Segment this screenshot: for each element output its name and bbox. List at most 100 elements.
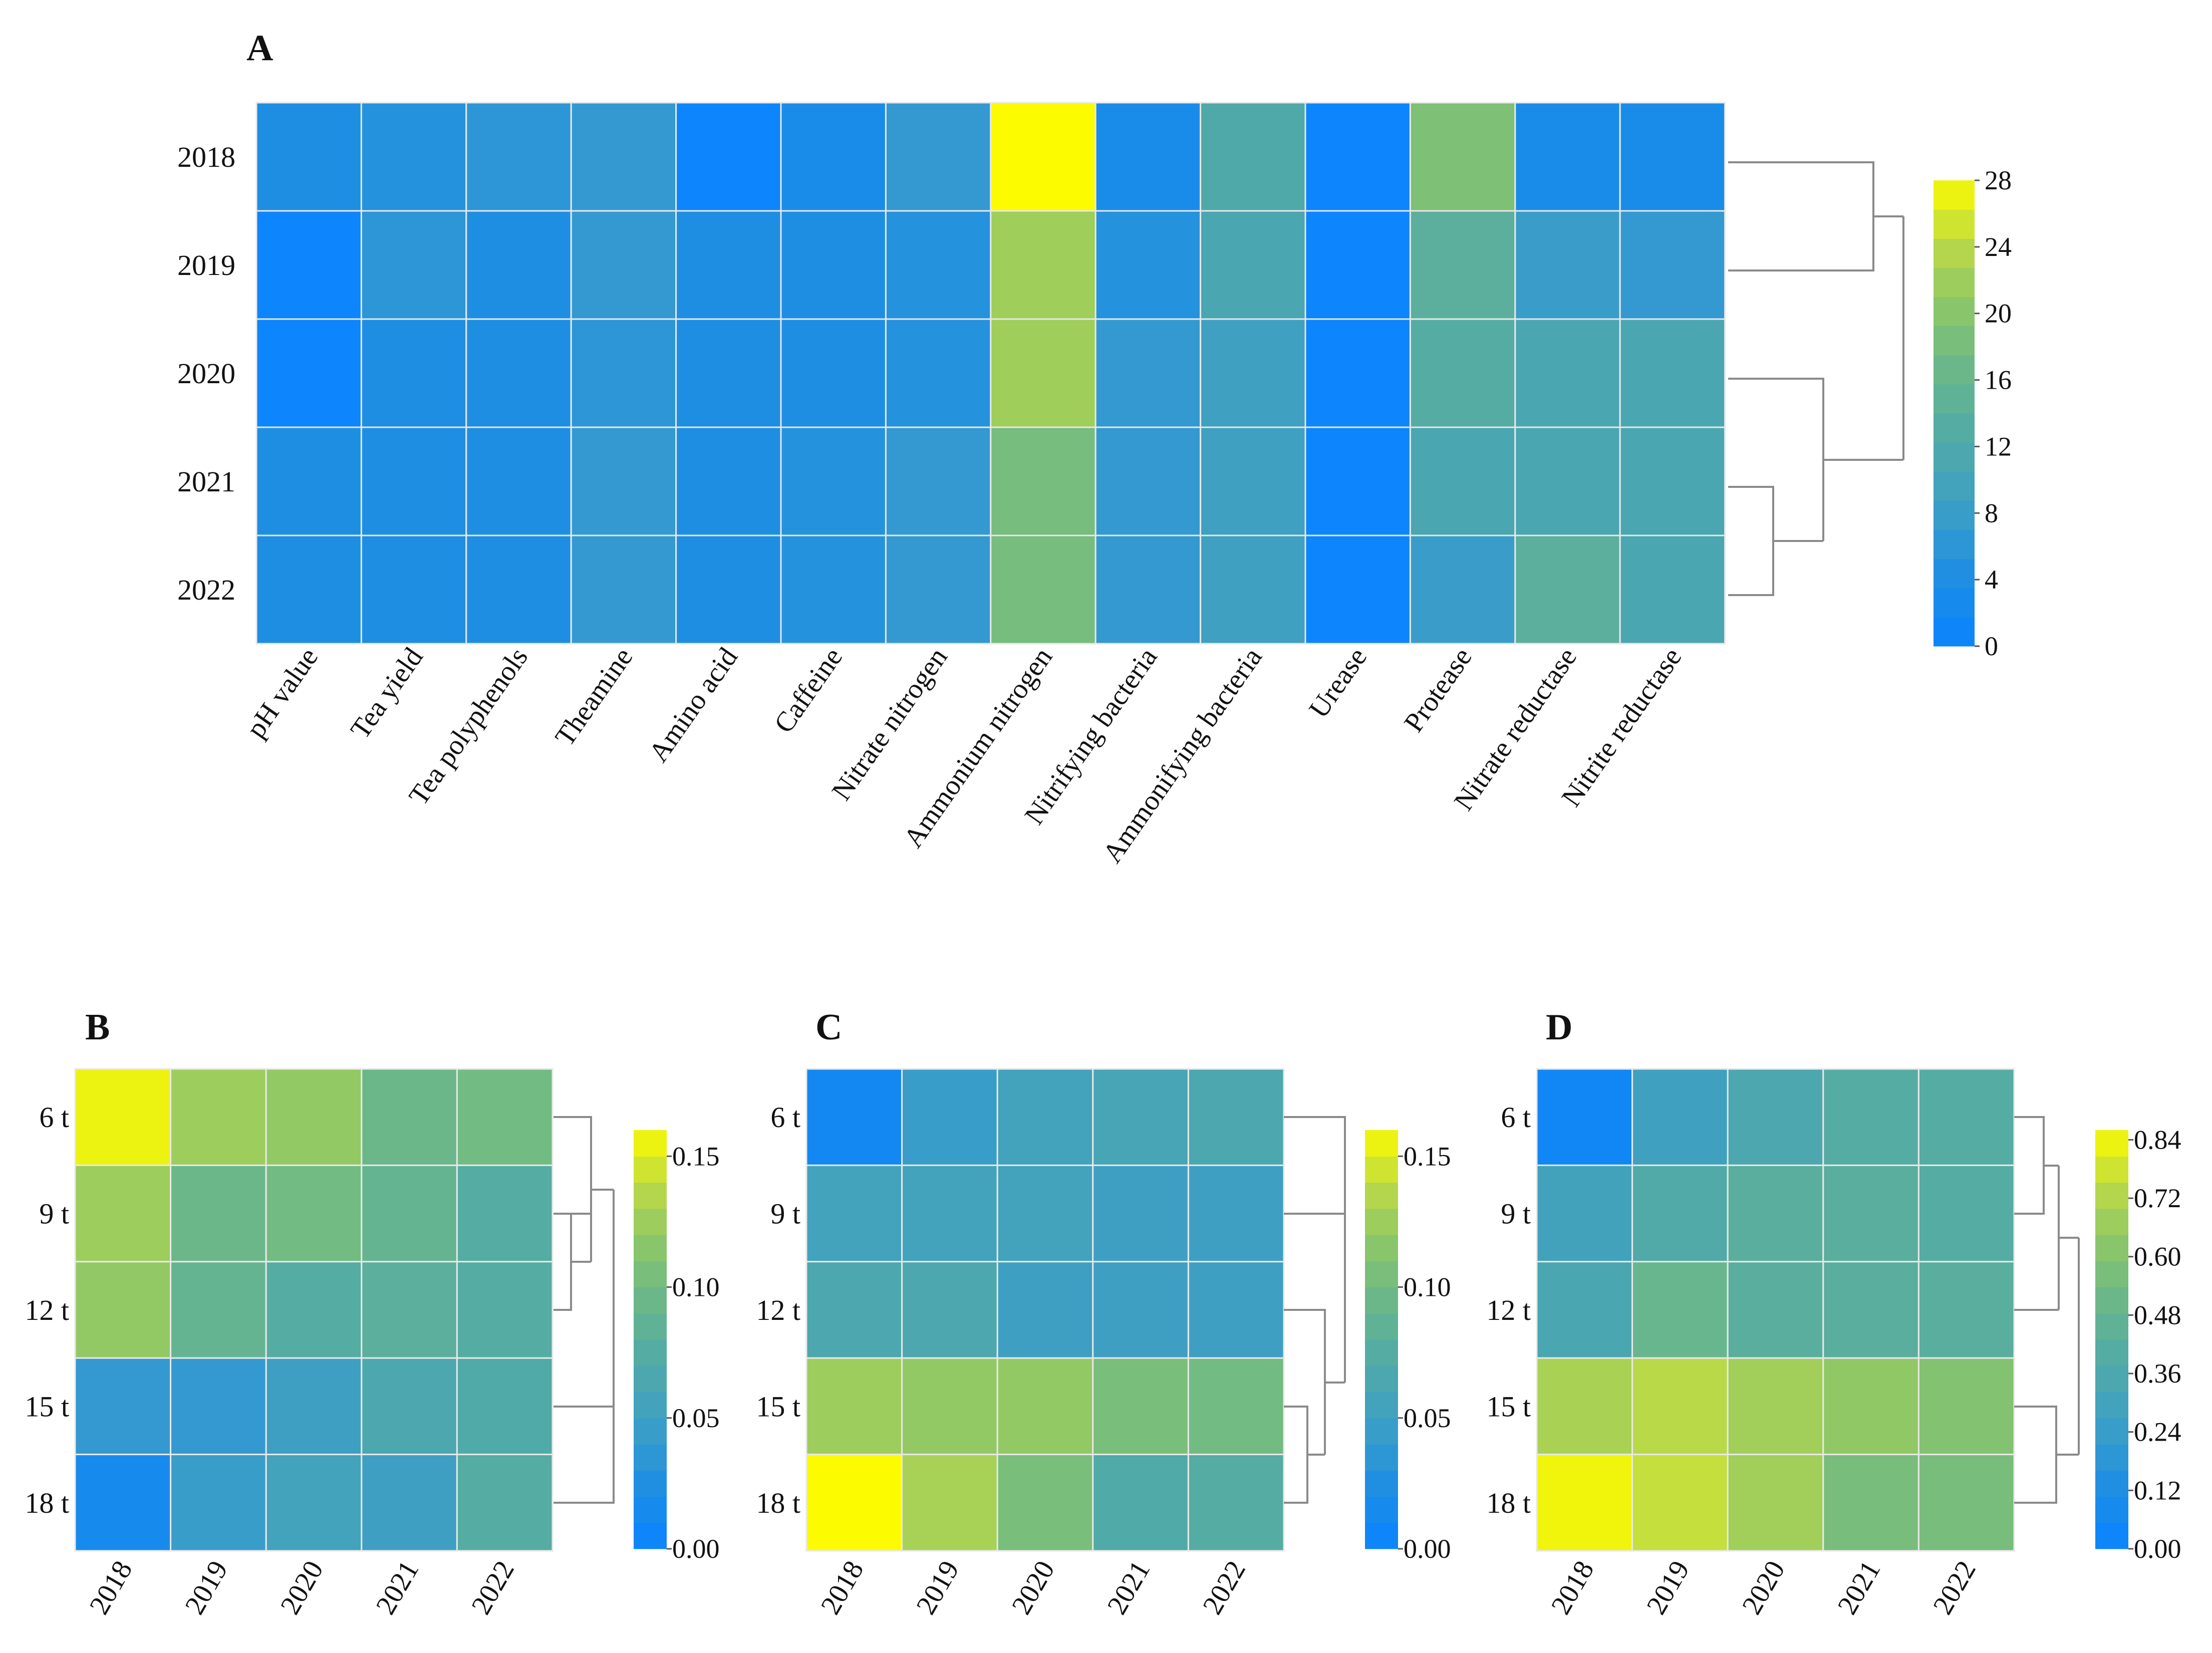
row-label: 9 t: [39, 1198, 69, 1230]
colorbar-tick-label: 0: [1985, 631, 1998, 661]
heatmap-cell: [1092, 1164, 1189, 1263]
row-label: 18 t: [756, 1487, 800, 1519]
heatmap-cell: [570, 534, 677, 645]
heatmap-cell: [361, 1454, 458, 1552]
panel-label-a: A: [246, 28, 273, 69]
colorbar-segment: [1365, 1287, 1398, 1314]
heatmap-cell: [675, 210, 782, 320]
heatmap-cell: [885, 318, 992, 428]
heatmap-cell: [1631, 1261, 1729, 1359]
column-label: 2021: [1832, 1556, 1887, 1620]
heatmap-cell: [996, 1357, 1094, 1456]
colorbar-segment: [2095, 1208, 2128, 1235]
heatmap-cell: [1200, 534, 1306, 645]
colorbar-tick-label: 16: [1985, 365, 2012, 395]
heatmap-cell: [255, 426, 362, 536]
dendrogram-d: [2014, 1116, 2080, 1504]
row-label: 18 t: [25, 1487, 69, 1519]
colorbar-tick-label: 0.48: [2134, 1300, 2181, 1330]
heatmap-cell: [1727, 1164, 1824, 1263]
row-label: 6 t: [1501, 1101, 1531, 1134]
row-label: 2021: [177, 465, 235, 498]
colorbar-segment: [1365, 1418, 1398, 1445]
heatmap-cell: [1514, 426, 1621, 536]
colorbar-segment: [634, 1261, 667, 1287]
heatmap-cell: [805, 1068, 903, 1166]
heatmap-cell: [1917, 1261, 2015, 1359]
heatmap-cell: [1187, 1261, 1285, 1359]
heatmap-cell: [675, 102, 782, 212]
heatmap-cell: [885, 102, 992, 212]
column-label: 2020: [1736, 1556, 1791, 1620]
colorbar-segment: [634, 1313, 667, 1340]
panel-label-c: C: [815, 1007, 842, 1048]
heatmap-cell: [74, 1261, 172, 1359]
heatmap-cell: [901, 1164, 998, 1263]
colorbar-segment: [1365, 1365, 1398, 1392]
heatmap-cell: [170, 1068, 267, 1166]
heatmap-cell: [360, 102, 467, 212]
colorbar-segment: [1933, 559, 1975, 589]
heatmap-cell: [170, 1357, 267, 1456]
colorbar-segment: [1365, 1339, 1398, 1366]
heatmap-cell: [456, 1261, 554, 1359]
row-label: 2019: [177, 249, 235, 282]
colorbar-segment: [1933, 355, 1975, 385]
heatmap-cell: [570, 318, 677, 428]
heatmap-cell: [255, 318, 362, 428]
heatmap-cell: [465, 318, 572, 428]
colorbar-tick-label: 0.60: [2134, 1242, 2181, 1272]
heatmap-cell: [675, 318, 782, 428]
colorbar-segment: [634, 1444, 667, 1471]
heatmap-cell: [1094, 102, 1202, 212]
colorbar-segment: [1365, 1130, 1398, 1157]
colorbar-segment: [1365, 1392, 1398, 1419]
colorbar-tick-label: 0.10: [1404, 1272, 1451, 1302]
colorbar-tick-label: 0.15: [1404, 1141, 1451, 1171]
colorbar-segment: [634, 1470, 667, 1497]
row-label: 6 t: [39, 1101, 69, 1134]
column-label: 2018: [1545, 1556, 1600, 1620]
heatmap-cell: [1917, 1164, 2015, 1263]
colorbar-segment: [2095, 1392, 2128, 1419]
heatmap-cell: [1822, 1261, 1919, 1359]
column-label: pH value: [240, 642, 325, 743]
heatmap-cell: [456, 1164, 554, 1263]
heatmap-cell: [1094, 534, 1202, 645]
colorbar-tick-label: 12: [1985, 431, 2012, 461]
heatmap-cell: [1092, 1261, 1189, 1359]
heatmap-cell: [1514, 534, 1621, 645]
heatmap-cell: [885, 210, 992, 320]
heatmap-cell: [1917, 1357, 2015, 1456]
heatmap-cell: [1619, 210, 1726, 320]
heatmap-cell: [990, 318, 1096, 428]
heatmap-cell: [456, 1454, 554, 1552]
column-label: 2018: [815, 1556, 870, 1620]
column-label: 2021: [1101, 1556, 1157, 1620]
colorbar-segment: [634, 1392, 667, 1419]
heatmap-cell: [1409, 426, 1516, 536]
dendrogram-c: [1284, 1116, 1346, 1504]
colorbar-segment: [1933, 297, 1975, 327]
heatmap-cell: [1619, 534, 1726, 645]
heatmap-cell: [1200, 210, 1306, 320]
colorbar-segment: [2095, 1287, 2128, 1314]
heatmap-cell: [1822, 1357, 1919, 1456]
heatmap-cell: [74, 1164, 172, 1263]
column-label: Nitrate nitrogen: [826, 642, 954, 806]
row-label: 12 t: [1486, 1294, 1531, 1326]
heatmap-cell: [1727, 1261, 1824, 1359]
colorbar-segment: [2095, 1235, 2128, 1261]
colorbar-segment: [1365, 1313, 1398, 1340]
heatmap-cell: [265, 1261, 363, 1359]
heatmap-cell: [1409, 102, 1516, 212]
colorbar-segment: [634, 1156, 667, 1183]
heatmap-cell: [265, 1357, 363, 1456]
colorbar-segment: [634, 1365, 667, 1392]
colorbar-segment: [1933, 529, 1975, 560]
colorbar-segment: [634, 1339, 667, 1366]
column-label: Caffeine: [768, 642, 849, 739]
panel-label-b: B: [85, 1007, 110, 1048]
heatmap-cell: [1631, 1357, 1729, 1456]
colorbar-segment: [634, 1522, 667, 1549]
